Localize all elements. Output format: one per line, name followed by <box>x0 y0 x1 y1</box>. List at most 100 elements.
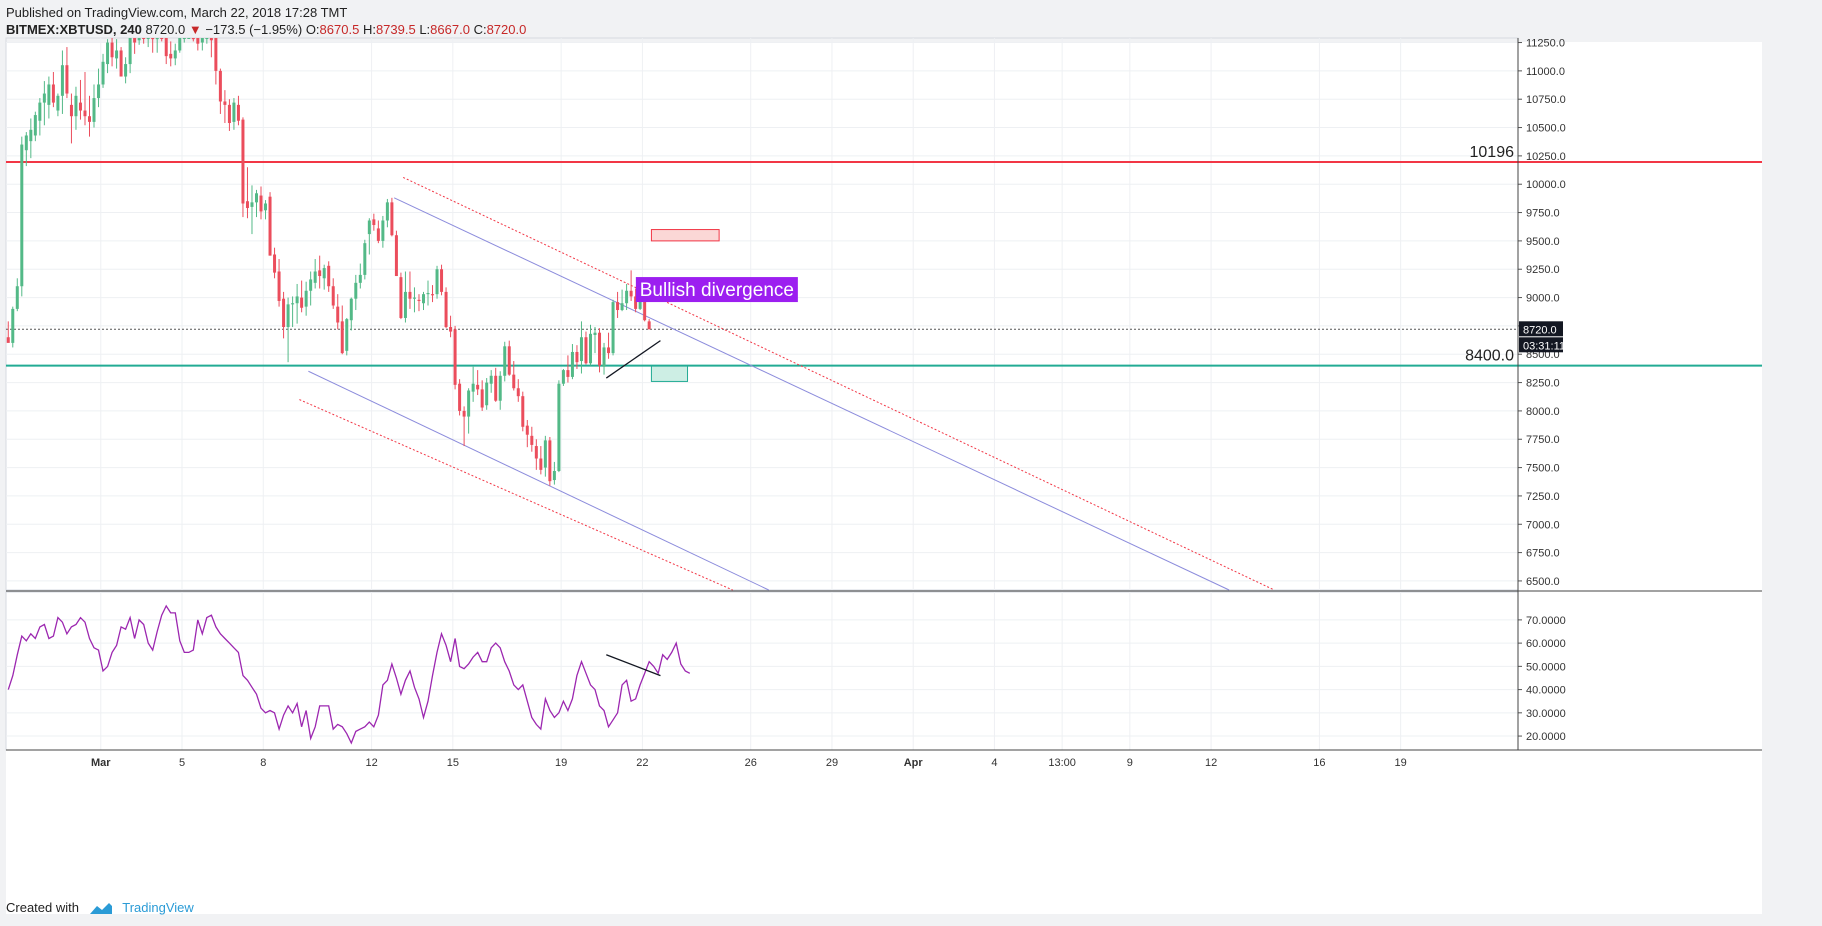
candle[interactable] <box>24 132 28 167</box>
candle[interactable] <box>282 291 286 339</box>
candle[interactable] <box>241 117 245 218</box>
candle[interactable] <box>128 38 132 74</box>
candle[interactable] <box>503 341 507 382</box>
candle[interactable] <box>146 38 150 48</box>
candle[interactable] <box>264 200 268 220</box>
candle[interactable] <box>110 38 114 67</box>
candle[interactable] <box>629 270 633 301</box>
candle[interactable] <box>489 370 493 393</box>
candle[interactable] <box>250 185 254 235</box>
candle[interactable] <box>530 426 534 452</box>
symbol-name[interactable]: BITMEX:XBTUSD, 240 <box>6 22 142 37</box>
candle[interactable] <box>426 280 430 306</box>
candle[interactable] <box>169 41 173 67</box>
candle[interactable] <box>124 57 128 84</box>
candle[interactable] <box>512 361 516 391</box>
candle[interactable] <box>548 436 552 486</box>
candle[interactable] <box>74 86 78 130</box>
candle[interactable] <box>340 305 344 355</box>
candle[interactable] <box>268 192 272 256</box>
candle[interactable] <box>435 265 439 299</box>
candle[interactable] <box>376 220 380 244</box>
candle[interactable] <box>412 287 416 313</box>
candle[interactable] <box>498 371 502 410</box>
candle[interactable] <box>218 68 222 114</box>
candle[interactable] <box>579 321 583 374</box>
candle[interactable] <box>286 297 290 363</box>
candle[interactable] <box>494 367 498 402</box>
candle[interactable] <box>358 263 362 289</box>
candle[interactable] <box>65 47 69 99</box>
candle[interactable] <box>151 38 155 53</box>
candle[interactable] <box>106 39 110 74</box>
candle[interactable] <box>480 380 484 411</box>
candle[interactable] <box>462 406 466 447</box>
candle[interactable] <box>47 76 51 119</box>
candle[interactable] <box>394 230 398 277</box>
candle[interactable] <box>507 340 511 376</box>
tradingview-brand[interactable]: TradingView <box>122 900 194 915</box>
candle[interactable] <box>570 344 574 380</box>
candle[interactable] <box>69 93 73 144</box>
candle[interactable] <box>417 294 421 312</box>
candle[interactable] <box>525 419 529 448</box>
candle[interactable] <box>561 368 565 386</box>
candle[interactable] <box>142 38 146 44</box>
candle[interactable] <box>115 39 119 69</box>
candle[interactable] <box>101 53 105 88</box>
candle[interactable] <box>607 332 611 359</box>
candle[interactable] <box>209 38 213 58</box>
candle[interactable] <box>200 38 204 51</box>
candle[interactable] <box>15 278 19 312</box>
candle[interactable] <box>403 271 407 323</box>
candle[interactable] <box>245 167 249 219</box>
candle[interactable] <box>345 317 349 356</box>
candle[interactable] <box>485 378 489 410</box>
candle[interactable] <box>331 278 335 309</box>
candle[interactable] <box>160 38 164 42</box>
candle[interactable] <box>372 213 376 231</box>
candle[interactable] <box>322 264 326 290</box>
candle[interactable] <box>399 272 403 320</box>
candle[interactable] <box>92 84 96 128</box>
candle[interactable] <box>277 259 281 307</box>
candle[interactable] <box>634 288 638 313</box>
candle[interactable] <box>449 315 453 338</box>
candle[interactable] <box>440 264 444 296</box>
candle[interactable] <box>444 287 448 329</box>
candle[interactable] <box>87 95 91 137</box>
candle[interactable] <box>516 379 520 402</box>
candle[interactable] <box>552 461 556 485</box>
candle[interactable] <box>476 370 480 396</box>
candle[interactable] <box>295 283 299 324</box>
candle[interactable] <box>33 111 37 142</box>
candle[interactable] <box>575 345 579 369</box>
candle[interactable] <box>164 38 168 65</box>
candle[interactable] <box>336 294 340 330</box>
candle[interactable] <box>385 198 389 228</box>
candle[interactable] <box>539 446 543 475</box>
candle[interactable] <box>313 259 317 289</box>
candle[interactable] <box>38 98 42 136</box>
candle[interactable] <box>51 72 55 108</box>
candle[interactable] <box>29 118 33 159</box>
candle[interactable] <box>304 281 308 316</box>
candle[interactable] <box>349 297 353 331</box>
candle[interactable] <box>431 285 435 303</box>
candle[interactable] <box>205 38 209 44</box>
candle[interactable] <box>42 81 46 126</box>
candle[interactable] <box>97 68 101 108</box>
candle[interactable] <box>232 98 236 130</box>
candle[interactable] <box>584 331 588 365</box>
candle[interactable] <box>467 388 471 434</box>
candle[interactable] <box>214 38 218 85</box>
candle[interactable] <box>187 38 191 39</box>
candle[interactable] <box>543 435 547 477</box>
candle[interactable] <box>137 38 141 45</box>
candle[interactable] <box>236 95 240 126</box>
candle[interactable] <box>223 90 227 124</box>
candle[interactable] <box>173 43 177 66</box>
candle[interactable] <box>602 342 606 375</box>
candle[interactable] <box>616 291 620 318</box>
